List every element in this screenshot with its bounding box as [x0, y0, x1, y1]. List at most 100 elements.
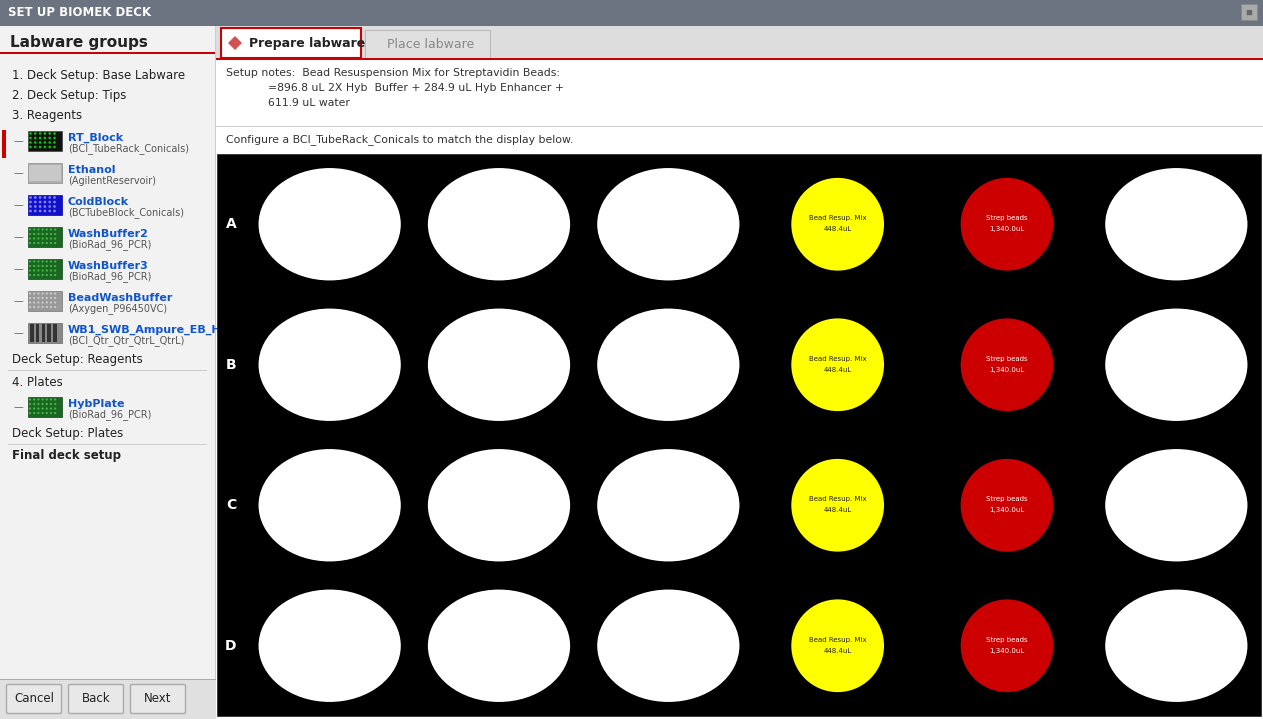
Circle shape [51, 412, 52, 414]
FancyBboxPatch shape [216, 26, 1263, 719]
Ellipse shape [597, 449, 739, 562]
Circle shape [44, 205, 47, 208]
FancyBboxPatch shape [8, 444, 207, 445]
Text: SET UP BIOMEK DECK: SET UP BIOMEK DECK [8, 6, 152, 19]
Circle shape [51, 265, 52, 267]
Circle shape [33, 274, 35, 276]
Circle shape [53, 146, 56, 148]
Circle shape [45, 403, 48, 405]
Circle shape [53, 132, 56, 134]
FancyBboxPatch shape [48, 324, 51, 342]
Circle shape [53, 137, 56, 139]
Circle shape [51, 229, 52, 231]
FancyBboxPatch shape [28, 397, 62, 417]
Text: ◼: ◼ [1245, 7, 1253, 17]
Circle shape [29, 233, 32, 235]
FancyBboxPatch shape [28, 291, 62, 311]
Text: 3. Reagents: 3. Reagents [13, 109, 82, 122]
Circle shape [44, 201, 47, 203]
Circle shape [54, 398, 57, 400]
Circle shape [45, 412, 48, 414]
Circle shape [51, 270, 52, 272]
Circle shape [54, 242, 57, 244]
Circle shape [29, 301, 32, 303]
FancyBboxPatch shape [28, 227, 62, 247]
FancyBboxPatch shape [30, 324, 34, 342]
Circle shape [44, 137, 47, 139]
Circle shape [42, 306, 44, 308]
Text: Deck Setup: Reagents: Deck Setup: Reagents [13, 354, 143, 367]
Circle shape [33, 293, 35, 295]
FancyBboxPatch shape [42, 324, 45, 342]
Circle shape [38, 301, 39, 303]
Circle shape [39, 137, 42, 139]
Circle shape [33, 242, 35, 244]
Circle shape [29, 141, 32, 144]
FancyBboxPatch shape [130, 684, 186, 713]
Text: WashBuffer3: WashBuffer3 [68, 261, 149, 271]
Text: 448.4uL: 448.4uL [823, 226, 851, 232]
Circle shape [48, 146, 51, 148]
Circle shape [38, 229, 39, 231]
Text: 2. Deck Setup: Tips: 2. Deck Setup: Tips [13, 89, 126, 103]
Text: 448.4uL: 448.4uL [823, 507, 851, 513]
Circle shape [54, 403, 57, 405]
Circle shape [45, 408, 48, 410]
Ellipse shape [428, 168, 570, 280]
Circle shape [51, 237, 52, 239]
Circle shape [29, 210, 32, 212]
Circle shape [38, 408, 39, 410]
Circle shape [39, 205, 42, 208]
FancyBboxPatch shape [1242, 4, 1257, 20]
FancyBboxPatch shape [6, 684, 62, 713]
Circle shape [42, 233, 44, 235]
Circle shape [53, 205, 56, 208]
Text: 1,340.0uL: 1,340.0uL [989, 507, 1024, 513]
Text: —: — [14, 168, 24, 178]
Circle shape [42, 398, 44, 400]
Text: B: B [226, 358, 236, 372]
Text: Final deck setup: Final deck setup [13, 449, 121, 462]
Circle shape [42, 274, 44, 276]
Text: D: D [225, 638, 236, 653]
Circle shape [54, 270, 57, 272]
Circle shape [51, 274, 52, 276]
Circle shape [29, 146, 32, 148]
Text: (BioRad_96_PCR): (BioRad_96_PCR) [68, 272, 152, 283]
Circle shape [29, 297, 32, 299]
Circle shape [42, 265, 44, 267]
FancyBboxPatch shape [0, 26, 215, 679]
Circle shape [54, 237, 57, 239]
Ellipse shape [597, 590, 739, 702]
Circle shape [51, 297, 52, 299]
Circle shape [33, 301, 35, 303]
Text: BeadWashBuffer: BeadWashBuffer [68, 293, 172, 303]
Text: —: — [14, 296, 24, 306]
Circle shape [53, 196, 56, 198]
Circle shape [51, 398, 52, 400]
Ellipse shape [1105, 168, 1248, 280]
Text: Strep beads: Strep beads [986, 215, 1028, 221]
Text: Next: Next [144, 692, 172, 705]
Text: Labware groups: Labware groups [10, 35, 148, 50]
Circle shape [29, 412, 32, 414]
Circle shape [39, 132, 42, 134]
Text: —: — [14, 200, 24, 210]
Text: 448.4uL: 448.4uL [823, 367, 851, 372]
Circle shape [38, 306, 39, 308]
Circle shape [45, 398, 48, 400]
Text: Configure a BCI_TubeRack_Conicals to match the display below.: Configure a BCI_TubeRack_Conicals to mat… [226, 134, 573, 145]
Circle shape [45, 270, 48, 272]
Text: HybPlate: HybPlate [68, 399, 125, 409]
Text: —: — [14, 402, 24, 412]
Circle shape [34, 201, 37, 203]
Text: Prepare labware: Prepare labware [249, 37, 365, 50]
Circle shape [39, 201, 42, 203]
Circle shape [42, 412, 44, 414]
Circle shape [38, 403, 39, 405]
FancyBboxPatch shape [365, 30, 490, 58]
Text: (BioRad_96_PCR): (BioRad_96_PCR) [68, 239, 152, 250]
Circle shape [45, 229, 48, 231]
Circle shape [29, 270, 32, 272]
Circle shape [39, 196, 42, 198]
